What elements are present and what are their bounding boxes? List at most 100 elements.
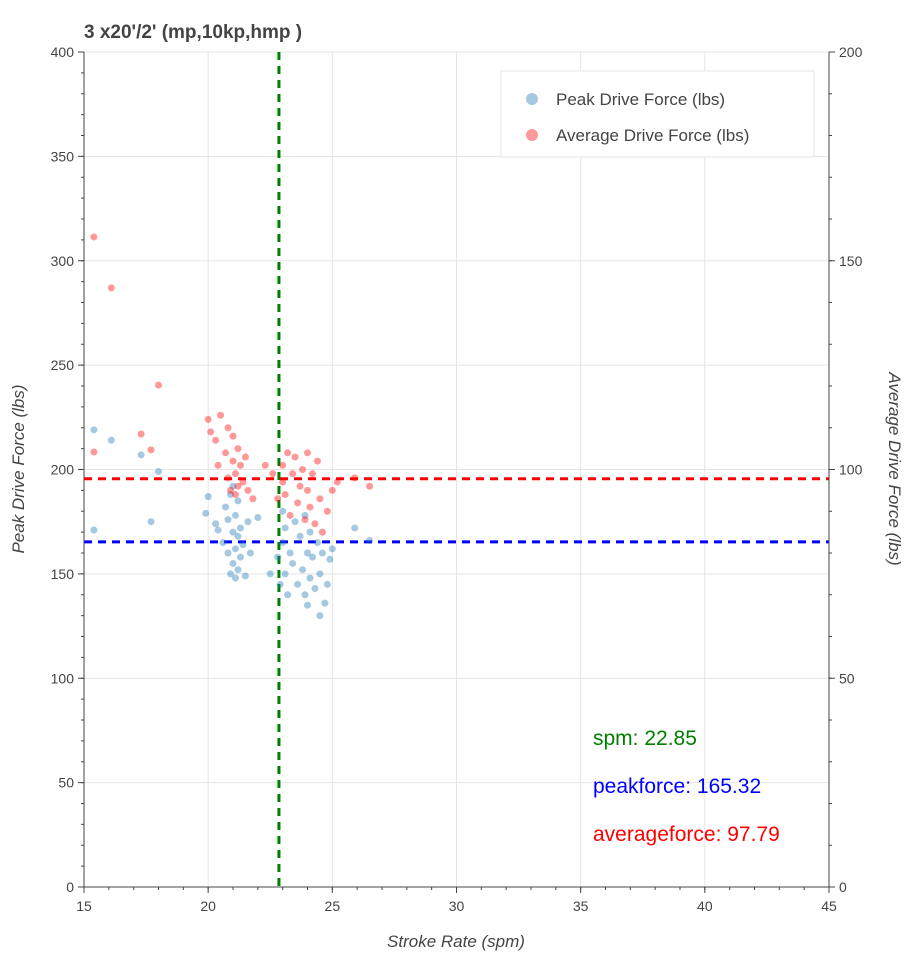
peak-force-point bbox=[306, 528, 314, 536]
peak-force-point bbox=[244, 518, 252, 526]
y-tick-label: 150 bbox=[51, 566, 75, 582]
peak-force-point bbox=[313, 539, 321, 547]
peak-force-point bbox=[214, 526, 222, 534]
peak-force-point bbox=[316, 570, 324, 578]
average-force-point bbox=[229, 432, 237, 440]
average-force-point bbox=[281, 491, 289, 499]
average-force-point bbox=[333, 478, 341, 486]
peak-force-point bbox=[204, 493, 212, 501]
average-force-point bbox=[323, 507, 331, 515]
average-force-point bbox=[227, 486, 235, 494]
legend-box bbox=[500, 70, 815, 158]
peak-force-point bbox=[212, 520, 220, 528]
peak-force-point bbox=[274, 553, 282, 561]
average-force-point bbox=[269, 470, 277, 478]
y-axis-label: Peak Drive Force (lbs) bbox=[9, 384, 28, 553]
peak-force-point bbox=[366, 536, 374, 544]
average-force-point bbox=[284, 449, 292, 457]
peak-force-point bbox=[308, 553, 316, 561]
average-force-point bbox=[306, 503, 314, 511]
average-force-point bbox=[351, 474, 359, 482]
peak-force-point bbox=[227, 570, 235, 578]
average-force-point bbox=[229, 457, 237, 465]
peak-force-point bbox=[296, 532, 304, 540]
y-tick-label: 100 bbox=[51, 670, 75, 686]
y-tick-label: 50 bbox=[58, 775, 74, 791]
average-force-point bbox=[90, 233, 98, 241]
x-tick-label: 45 bbox=[821, 898, 837, 914]
axes: 15 20 25 30 35 40 4505010015020025030035040005… bbox=[51, 44, 863, 914]
x-tick-label: 35 bbox=[573, 898, 589, 914]
peak-force-point bbox=[202, 509, 210, 517]
peak-force-point bbox=[234, 532, 242, 540]
x-tick-label: 20 bbox=[200, 898, 216, 914]
average-force-point bbox=[207, 428, 215, 436]
peak-force-point bbox=[323, 580, 331, 588]
peak-force-point bbox=[276, 580, 284, 588]
peak-force-point bbox=[236, 553, 244, 561]
y2-tick-label: 50 bbox=[839, 670, 855, 686]
peak-force-point bbox=[229, 559, 237, 567]
peak-force-point bbox=[155, 468, 162, 476]
grid bbox=[83, 51, 830, 888]
peak-force-point bbox=[328, 545, 336, 553]
peak-force-point bbox=[234, 566, 242, 574]
peak-force-point bbox=[286, 549, 294, 557]
peak-force-point bbox=[107, 436, 115, 444]
peak-force-point bbox=[236, 524, 244, 532]
average-force-point bbox=[231, 470, 239, 478]
peak-force-point bbox=[231, 545, 239, 553]
average-force-point bbox=[239, 478, 247, 486]
peak-force-point bbox=[266, 570, 274, 578]
annotation-averageforce: averageforce: 97.79 bbox=[593, 823, 780, 846]
peak-force-point bbox=[227, 491, 235, 499]
average-force-point bbox=[214, 461, 222, 469]
x-axis-label: Stroke Rate (spm) bbox=[387, 932, 525, 951]
peak-force-point bbox=[254, 514, 262, 522]
peak-force-point bbox=[279, 539, 287, 547]
average-force-point bbox=[224, 424, 232, 432]
peak-force-point bbox=[326, 555, 334, 563]
x-tick-label: 40 bbox=[697, 898, 713, 914]
annotation-peakforce: peakforce: 165.32 bbox=[593, 775, 761, 798]
peak-force-point bbox=[229, 528, 237, 536]
peak-force-point bbox=[137, 451, 145, 459]
average-force-point bbox=[217, 411, 225, 419]
peak-force-point bbox=[316, 612, 324, 620]
reference-lines bbox=[84, 52, 829, 887]
average-force-point bbox=[224, 474, 232, 482]
average-force-point bbox=[316, 495, 324, 503]
peak-force-point bbox=[351, 524, 359, 532]
average-force-point bbox=[286, 511, 294, 519]
peak-force-point bbox=[90, 526, 98, 534]
y-tick-label: 300 bbox=[51, 253, 75, 269]
y2-tick-label: 150 bbox=[839, 253, 863, 269]
peak-force-point bbox=[321, 599, 329, 607]
peak-force-point bbox=[231, 511, 239, 519]
legend: Peak Drive Force (lbs) Average Drive For… bbox=[500, 70, 815, 158]
peak-force-point bbox=[291, 518, 299, 526]
average-force-point bbox=[279, 478, 287, 486]
average-force-point bbox=[313, 457, 321, 465]
average-force-point bbox=[90, 448, 98, 456]
average-force-point bbox=[241, 453, 249, 461]
x-tick-label: 25 bbox=[325, 898, 341, 914]
x-tick-label: 15 bbox=[76, 898, 92, 914]
average-force-point bbox=[328, 486, 336, 494]
peak-force-point bbox=[289, 559, 297, 567]
y-tick-label: 250 bbox=[51, 357, 75, 373]
peak-force-point bbox=[299, 566, 307, 574]
average-force-point bbox=[304, 486, 311, 494]
y-tick-label: 400 bbox=[51, 44, 75, 60]
x-tick-label: 30 bbox=[449, 898, 465, 914]
average-force-point bbox=[294, 499, 302, 507]
average-force-point bbox=[304, 449, 311, 457]
average-force-point bbox=[234, 445, 242, 453]
peak-force-point bbox=[219, 539, 227, 547]
average-force-point bbox=[311, 520, 319, 528]
peak-force-point bbox=[304, 601, 311, 609]
y2-tick-label: 100 bbox=[839, 462, 863, 478]
peak-force-point bbox=[229, 482, 237, 490]
average-force-point bbox=[261, 461, 269, 469]
